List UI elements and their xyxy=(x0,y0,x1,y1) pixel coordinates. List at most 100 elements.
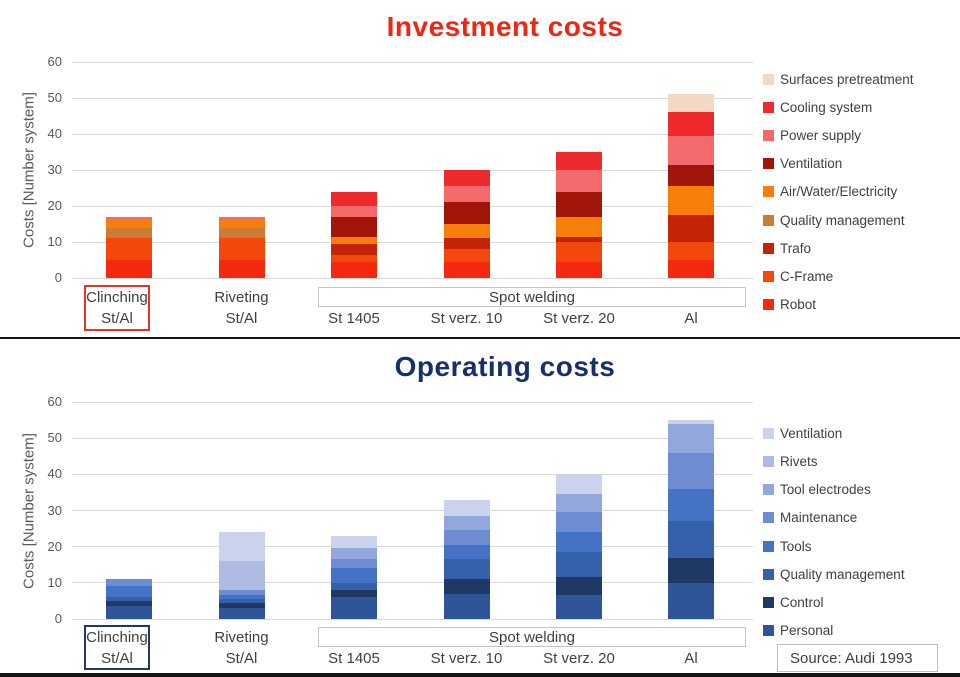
bottom-border xyxy=(0,673,960,677)
bar-segment-riveting-st-al-maintenance xyxy=(218,590,265,596)
bar-segment-al-robot xyxy=(668,260,714,278)
bar-segment-st-verz-20-power-supply xyxy=(556,170,602,192)
bar-segment-st-1405-robot xyxy=(331,261,377,278)
section-divider xyxy=(0,337,960,339)
bar-segment-al-cooling-system xyxy=(668,112,714,136)
bar-segment-al-personal xyxy=(668,582,714,619)
legend-item-ventilation: Ventilation xyxy=(763,156,842,171)
gridline-50 xyxy=(72,97,753,99)
bar-segment-al-quality-management xyxy=(668,521,714,558)
bar-segment-al-control xyxy=(668,557,714,583)
bar-segment-st-verz-20-trafo xyxy=(556,236,602,242)
bar-segment-st-1405-quality-management xyxy=(331,582,377,591)
bar-segment-clinching-st-al-control xyxy=(106,600,152,607)
legend-item-maintenance: Maintenance xyxy=(763,510,857,525)
legend-label-quality-management: Quality management xyxy=(780,212,905,228)
bar-segment-st-1405-ventilation xyxy=(331,535,377,549)
bar-segment-st-verz-20-maintenance xyxy=(556,512,602,533)
bar-segment-st-verz-10-ventilation xyxy=(443,202,490,224)
legend-swatch-surfaces-pretreatment xyxy=(763,74,774,85)
chart-title-investment: Investment costs xyxy=(386,11,624,42)
legend-swatch-ventilation xyxy=(763,428,774,439)
bar-segment-al-tool-electrodes xyxy=(668,423,714,453)
y-axis-tick-50: 50 xyxy=(47,90,62,105)
category-label-clinching-st-al-line1: Clinching xyxy=(86,629,148,646)
bar-segment-st-1405-trafo xyxy=(331,243,377,255)
legend-label-ventilation: Ventilation xyxy=(780,156,843,172)
bar-segment-st-verz-10-tool-electrodes xyxy=(443,515,490,531)
bar-segment-st-1405-power-supply xyxy=(331,206,377,217)
legend-swatch-robot xyxy=(763,298,774,310)
spot-welding-group-box xyxy=(318,287,746,307)
category-label-st-verz-10-line2: St verz. 10 xyxy=(430,650,503,667)
legend-label-personal: Personal xyxy=(780,623,834,639)
y-axis-tick-20: 20 xyxy=(47,538,62,554)
legend-label-maintenance: Maintenance xyxy=(780,510,858,526)
legend-swatch-cooling-system xyxy=(763,102,774,114)
y-axis-label: Costs [Number system] xyxy=(20,432,38,589)
y-axis-tick-60: 60 xyxy=(47,54,62,69)
legend-item-ventilation: Ventilation xyxy=(763,426,842,441)
y-axis-tick-50: 50 xyxy=(47,430,62,446)
gridline-30 xyxy=(72,510,753,511)
bar-segment-st-verz-10-ventilation xyxy=(443,499,490,516)
bar-segment-st-1405-air-water-electricity xyxy=(331,236,377,244)
bar-segment-st-verz-10-personal xyxy=(443,593,490,619)
bar-segment-al-maintenance xyxy=(668,452,714,489)
bar-segment-st-verz-10-tools xyxy=(443,544,490,560)
bar-segment-st-verz-10-cooling-system xyxy=(443,170,490,187)
legend-item-control: Control xyxy=(763,595,824,610)
y-axis-tick-10: 10 xyxy=(47,234,62,249)
bar-segment-st-verz-20-tools xyxy=(556,532,602,553)
legend-label-tool-electrodes: Tool electrodes xyxy=(780,482,871,498)
legend-swatch-tools xyxy=(763,540,774,552)
bar-segment-st-verz-20-robot xyxy=(556,261,602,278)
bar-segment-al-power-supply xyxy=(668,135,714,165)
category-label-clinching-st-al-line2: St/Al xyxy=(101,650,133,667)
category-label-riveting-st-al-line2: St/Al xyxy=(225,310,258,327)
bar-segment-st-verz-10-robot xyxy=(443,261,490,278)
gridline-0 xyxy=(72,618,753,620)
legend-label-robot: Robot xyxy=(780,296,817,312)
bar-segment-st-1405-c-frame xyxy=(331,254,377,262)
bar-segment-riveting-st-al-robot xyxy=(218,260,265,278)
y-axis-tick-30: 30 xyxy=(47,502,62,518)
bar-segment-st-verz-20-air-water-electricity xyxy=(556,216,602,237)
y-axis-tick-30: 30 xyxy=(47,162,62,177)
legend-swatch-maintenance xyxy=(763,512,774,524)
bar-segment-clinching-st-al-maintenance xyxy=(106,579,152,587)
bar-segment-riveting-st-al-quality-management xyxy=(218,227,265,239)
bar-segment-st-verz-10-control xyxy=(443,579,490,594)
legend-label-tools: Tools xyxy=(780,538,812,554)
bar-segment-st-1405-maintenance xyxy=(331,559,377,569)
bar-segment-riveting-st-al-quality-management xyxy=(218,599,265,603)
legend-label-quality-management: Quality management xyxy=(780,566,905,582)
category-label-riveting-st-al-line1: Riveting xyxy=(214,629,269,646)
bar-segment-clinching-st-al-power-supply xyxy=(106,216,152,221)
bar-segment-st-verz-10-air-water-electricity xyxy=(443,224,490,239)
bar-segment-clinching-st-al-air-water-electricity xyxy=(106,220,152,228)
bar-segment-st-verz-10-maintenance xyxy=(443,530,490,545)
bar-segment-al-ventilation xyxy=(668,420,714,424)
y-axis-tick-0: 0 xyxy=(54,270,62,285)
category-label-st-verz-20-line2: St verz. 20 xyxy=(543,310,615,327)
legend-swatch-power-supply xyxy=(763,130,774,142)
gridline-60 xyxy=(72,61,753,63)
legend-swatch-tool-electrodes xyxy=(763,484,774,496)
legend-label-rivets: Rivets xyxy=(780,454,818,470)
gridline-50 xyxy=(72,437,753,439)
legend-swatch-personal xyxy=(763,625,774,637)
category-label-st-1405-line2: St 1405 xyxy=(328,650,380,667)
y-axis-tick-40: 40 xyxy=(47,466,62,482)
gridline-40 xyxy=(72,133,753,135)
group-label-spot-welding: Spot welding xyxy=(489,629,575,646)
bar-segment-clinching-st-al-personal xyxy=(106,606,152,619)
gridline-20 xyxy=(72,205,753,207)
gridline-40 xyxy=(72,473,753,475)
bar-segment-st-1405-personal xyxy=(331,597,377,619)
bar-segment-st-verz-20-tool-electrodes xyxy=(556,494,602,513)
spot-welding-group-box xyxy=(318,627,746,647)
bar-segment-al-tools xyxy=(668,488,714,522)
